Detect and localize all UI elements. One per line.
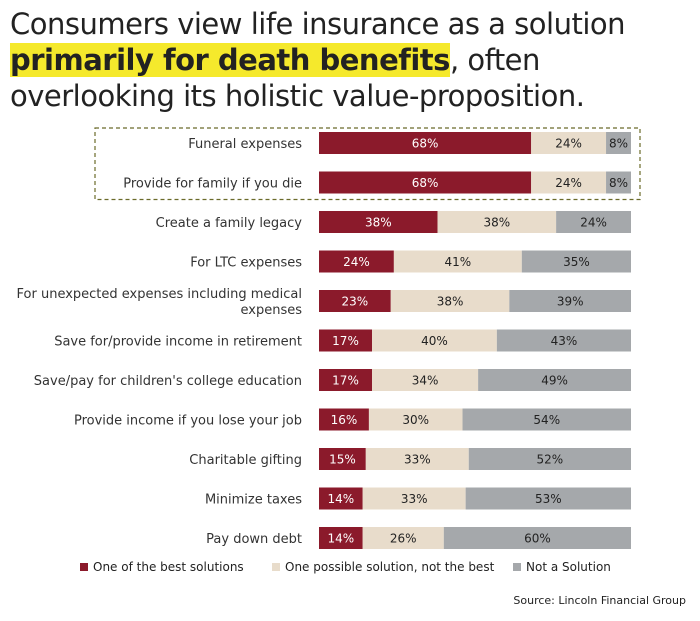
data-label: 41% <box>445 255 472 269</box>
category-label: Provide income if you lose your job <box>74 414 302 429</box>
bar-segment <box>319 527 363 549</box>
data-label: 26% <box>390 532 417 546</box>
legend-label: Not a Solution <box>526 560 611 574</box>
bar-segment <box>372 329 497 352</box>
bar-segment <box>468 448 631 470</box>
data-label: 60% <box>524 532 551 546</box>
data-label: 54% <box>533 413 560 427</box>
data-label: 33% <box>401 492 428 506</box>
data-label: 53% <box>535 492 562 506</box>
data-label: 68% <box>412 176 439 190</box>
bar-segment <box>496 329 631 352</box>
bar-segment <box>319 250 394 273</box>
bar-segment <box>368 408 463 431</box>
data-label: 24% <box>555 137 582 151</box>
data-label: 30% <box>402 413 429 427</box>
category-label: Provide for family if you die <box>123 177 302 192</box>
data-label: 49% <box>541 374 568 388</box>
bar-segment <box>521 250 631 273</box>
category-label: Charitable gifting <box>189 453 302 468</box>
data-label: 68% <box>412 137 439 151</box>
bar-segment <box>319 132 532 154</box>
data-label: 8% <box>609 137 628 151</box>
category-label: Create a family legacy <box>156 216 303 231</box>
legend-swatch <box>272 563 280 571</box>
bar-segment <box>606 132 631 154</box>
bar-segment <box>362 487 466 510</box>
data-label: 17% <box>332 334 359 348</box>
bar-segment <box>319 448 366 470</box>
data-label: 34% <box>412 374 439 388</box>
data-label: 23% <box>342 295 369 309</box>
category-label: Save for/provide income in retirement <box>54 335 302 350</box>
bar-segment <box>556 211 631 233</box>
data-label: 14% <box>328 492 355 506</box>
chart-title: Consumers view life insurance as a solut… <box>10 6 695 114</box>
bar-segment <box>319 329 373 352</box>
highlight-box <box>94 127 641 201</box>
legend-label: One of the best solutions <box>93 560 244 574</box>
bar-segment <box>372 369 479 391</box>
bar-segment <box>606 171 631 194</box>
category-label: Minimize taxes <box>205 493 302 508</box>
data-label: 16% <box>331 413 358 427</box>
title-rest: , often overlooking its holistic value-p… <box>10 43 585 113</box>
bar-segment <box>443 527 631 549</box>
bar-segment <box>390 290 510 312</box>
data-label: 43% <box>551 334 578 348</box>
data-label: 14% <box>328 532 355 546</box>
data-label: 35% <box>563 255 590 269</box>
data-label: 38% <box>365 216 392 230</box>
bar-segment <box>362 527 444 549</box>
category-label: For unexpected expenses including medica… <box>17 287 303 318</box>
legend-swatch <box>80 563 88 571</box>
bar-segment <box>365 448 469 470</box>
bar-segment <box>319 171 532 194</box>
data-label: 24% <box>555 176 582 190</box>
source-note: Source: Lincoln Financial Group <box>513 594 686 607</box>
bar-segment <box>478 369 631 391</box>
data-label: 24% <box>580 216 607 230</box>
bar-segment <box>319 290 391 312</box>
bar-segment <box>437 211 557 233</box>
bar-segment <box>393 250 522 273</box>
category-label: Save/pay for children's college educatio… <box>34 374 302 389</box>
bar-segment <box>465 487 631 510</box>
data-label: 38% <box>484 216 511 230</box>
data-label: 52% <box>537 453 564 467</box>
bar-segment <box>319 487 363 510</box>
data-label: 17% <box>332 374 359 388</box>
data-label: 39% <box>557 295 584 309</box>
legend-label: One possible solution, not the best <box>285 560 495 574</box>
bar-segment <box>319 211 438 233</box>
bar-segment <box>531 171 607 194</box>
bar-segment <box>509 290 631 312</box>
category-label: Pay down debt <box>206 532 302 547</box>
data-label: 38% <box>437 295 464 309</box>
title-highlight: primarily for death benefits <box>10 43 450 77</box>
category-label: Funeral expenses <box>188 137 302 152</box>
bar-segment <box>531 132 607 154</box>
data-label: 33% <box>404 453 431 467</box>
data-label: 8% <box>609 176 628 190</box>
bar-segment <box>462 408 631 431</box>
data-label: 40% <box>421 334 448 348</box>
data-label: 24% <box>343 255 370 269</box>
legend-swatch <box>513 563 521 571</box>
bar-segment <box>319 369 373 391</box>
data-label: 15% <box>329 453 356 467</box>
bar-segment <box>319 408 369 431</box>
title-line1: Consumers view life insurance as a solut… <box>10 7 626 41</box>
category-label: For LTC expenses <box>190 256 302 271</box>
